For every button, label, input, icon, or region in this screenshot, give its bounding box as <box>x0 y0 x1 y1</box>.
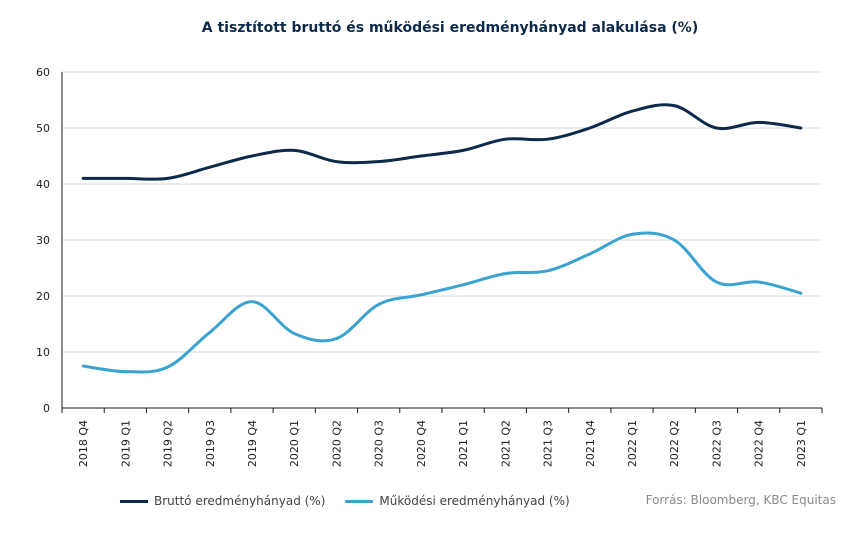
x-tick-label: 2019 Q2 <box>162 420 175 467</box>
y-tick-label-0: 0 <box>43 402 50 415</box>
x-tick-label: 2021 Q4 <box>584 420 597 467</box>
data-point-brutto <box>293 149 296 152</box>
data-point-brutto <box>208 166 211 169</box>
axis-layer <box>61 72 823 413</box>
data-point-brutto <box>250 154 254 158</box>
y-tick-label-50: 50 <box>36 122 50 135</box>
data-point-brutto <box>377 160 380 163</box>
data-point-mukodesi <box>208 331 211 334</box>
data-point-mukodesi <box>757 280 760 284</box>
data-point-mukodesi <box>673 238 676 242</box>
x-tick-label: 2019 Q1 <box>119 420 132 467</box>
data-point-mukodesi <box>799 292 803 295</box>
data-point-mukodesi <box>715 280 718 284</box>
x-tick-label: 2021 Q2 <box>499 420 512 467</box>
data-point-brutto <box>588 126 591 130</box>
legend-swatch-brutto <box>120 499 148 503</box>
grid-layer <box>62 71 822 353</box>
series-line-brutto <box>81 103 803 181</box>
x-tick-label: 2020 Q1 <box>288 420 301 467</box>
x-tick-label: 2022 Q1 <box>626 420 639 467</box>
legend-label-mukodesi: Működési eredményhányad (%) <box>379 494 570 508</box>
data-point-mukodesi <box>504 272 507 275</box>
x-tick-label: 2020 Q2 <box>330 420 343 467</box>
data-point-brutto <box>673 104 676 107</box>
x-tick-label: 2022 Q3 <box>710 420 723 467</box>
data-point-brutto <box>461 149 465 152</box>
data-point-mukodesi <box>377 303 380 306</box>
data-point-mukodesi <box>630 233 634 236</box>
data-point-brutto <box>166 177 169 180</box>
data-point-mukodesi <box>124 370 127 373</box>
data-point-brutto <box>799 126 803 130</box>
data-point-brutto <box>546 138 549 141</box>
x-tick-label: 2021 Q3 <box>542 420 555 467</box>
legend-item-brutto: Bruttó eredményhányad (%) <box>120 494 325 508</box>
x-tick-label: 2020 Q4 <box>415 420 428 467</box>
data-point-mukodesi <box>166 365 169 369</box>
data-point-mukodesi <box>81 364 85 368</box>
legend: Bruttó eredményhányad (%) Működési eredm… <box>120 494 570 508</box>
x-tick-label: 2022 Q4 <box>753 420 766 467</box>
x-tick-label: 2022 Q2 <box>668 420 681 467</box>
x-tick-label: 2018 Q4 <box>77 420 90 467</box>
data-point-brutto <box>757 121 760 124</box>
data-point-mukodesi <box>461 283 465 286</box>
legend-swatch-mukodesi <box>345 499 374 503</box>
series-layer <box>81 103 803 374</box>
legend-item-mukodesi: Működési eredményhányad (%) <box>345 494 570 508</box>
y-tick-label-20: 20 <box>36 290 50 303</box>
data-point-brutto <box>715 126 718 130</box>
legend-label-brutto: Bruttó eredményhányad (%) <box>154 494 326 508</box>
source-note: Forrás: Bloomberg, KBC Equitas <box>645 493 836 507</box>
data-point-mukodesi <box>250 300 254 303</box>
x-tick-label: 2019 Q3 <box>204 420 217 467</box>
data-point-mukodesi <box>546 269 549 272</box>
y-tick-label-60: 60 <box>36 66 50 79</box>
x-tick-labels: 2018 Q4 2019 Q1 2019 Q2 2019 Q3 2019 Q4 2020 … <box>77 420 808 467</box>
data-point-mukodesi <box>588 252 591 256</box>
chart-title: A tisztított bruttó és működési eredmény… <box>201 20 699 36</box>
y-tick-label-10: 10 <box>36 346 50 359</box>
y-tick-label-40: 40 <box>36 178 50 191</box>
data-point-brutto <box>124 177 127 180</box>
data-point-brutto <box>504 138 507 141</box>
data-point-brutto <box>335 160 338 163</box>
series-line-mukodesi <box>81 231 803 374</box>
data-point-mukodesi <box>335 337 338 340</box>
x-tick-label: 2019 Q4 <box>246 420 259 467</box>
data-point-mukodesi <box>419 293 423 297</box>
x-tick-label: 2023 Q1 <box>795 420 808 467</box>
y-tick-label-30: 30 <box>36 234 50 247</box>
x-tick-label: 2021 Q1 <box>457 420 470 467</box>
data-point-brutto <box>630 110 634 113</box>
data-point-mukodesi <box>293 332 296 335</box>
data-point-brutto <box>419 154 423 158</box>
x-tick-label: 2020 Q3 <box>373 420 386 467</box>
y-tick-labels: 0 10 20 30 40 50 60 <box>36 66 50 415</box>
data-point-brutto <box>81 177 85 180</box>
